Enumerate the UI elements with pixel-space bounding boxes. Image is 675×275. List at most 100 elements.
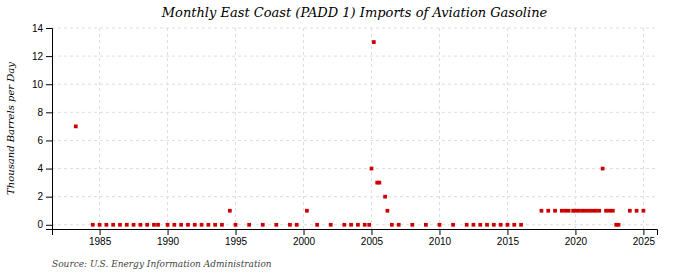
tick-label: 4 — [37, 163, 43, 174]
point — [349, 223, 353, 227]
point — [111, 223, 115, 227]
point — [608, 209, 612, 213]
grid-line — [52, 56, 657, 57]
point — [138, 223, 142, 227]
point — [220, 223, 224, 227]
point — [288, 223, 292, 227]
point — [465, 223, 469, 227]
point — [193, 223, 197, 227]
point — [587, 209, 591, 213]
point — [156, 223, 160, 227]
point — [367, 223, 371, 227]
tick-mark — [439, 229, 440, 235]
tick-label: 10 — [32, 79, 44, 90]
tick-mark — [46, 56, 52, 57]
point — [594, 209, 598, 213]
point — [512, 223, 516, 227]
tick: 0 — [37, 219, 52, 230]
x-axis: 198519901995200020052010201520202025 — [53, 229, 658, 247]
point — [228, 209, 232, 213]
grid-line — [235, 28, 236, 229]
title: Monthly East Coast (PADD 1) Imports of A… — [161, 5, 548, 20]
tick: 2020 — [565, 229, 588, 247]
point — [611, 209, 615, 213]
tick: 6 — [37, 135, 52, 146]
tick-label: 2010 — [429, 236, 452, 247]
point — [342, 223, 346, 227]
point — [213, 223, 217, 227]
tick-mark — [168, 229, 169, 235]
point — [261, 223, 265, 227]
tick-label: 1985 — [89, 236, 112, 247]
point — [597, 209, 601, 213]
grid-line — [99, 28, 100, 229]
tick-mark — [46, 112, 52, 113]
point — [295, 223, 299, 227]
tick-mark — [371, 229, 372, 235]
tick-label: 8 — [37, 107, 43, 118]
point — [118, 223, 122, 227]
point — [635, 209, 639, 213]
tick-label: 1990 — [157, 236, 180, 247]
point — [166, 223, 170, 227]
tick-mark — [46, 225, 52, 226]
grid — [52, 28, 657, 229]
grid-line — [52, 196, 657, 197]
tick: 2005 — [361, 229, 384, 247]
point — [485, 223, 489, 227]
point — [179, 223, 183, 227]
grid-line — [643, 28, 644, 229]
point — [105, 223, 109, 227]
point — [91, 223, 95, 227]
tick: 4 — [37, 163, 52, 174]
grid-line — [507, 28, 508, 229]
plot: 1985199019952000200520102015202020250246… — [32, 23, 658, 247]
point — [172, 223, 176, 227]
point — [329, 223, 333, 227]
tick-mark — [46, 169, 52, 170]
point — [604, 209, 608, 213]
tick-mark — [304, 229, 305, 235]
tick-label: 2025 — [633, 236, 656, 247]
tick-label: 12 — [32, 51, 44, 62]
tick-mark — [236, 229, 237, 235]
tick: 1990 — [157, 229, 180, 247]
tick: 2 — [37, 191, 52, 202]
point — [574, 209, 578, 213]
point — [499, 223, 503, 227]
tick-mark — [46, 84, 52, 85]
tick-mark — [46, 140, 52, 141]
tick-label: 2015 — [497, 236, 520, 247]
grid-line — [303, 28, 304, 229]
point — [390, 223, 394, 227]
point — [356, 223, 360, 227]
point — [363, 223, 367, 227]
point — [74, 125, 78, 129]
point — [478, 223, 482, 227]
point — [386, 209, 390, 213]
tick-label: 14 — [32, 23, 44, 34]
point — [206, 223, 210, 227]
point — [546, 209, 550, 213]
grid-line — [52, 28, 657, 29]
point — [567, 209, 571, 213]
tick-label: 1995 — [225, 236, 248, 247]
point — [451, 223, 455, 227]
grid-line — [439, 28, 440, 229]
point — [186, 223, 190, 227]
point — [519, 223, 523, 227]
point — [506, 223, 510, 227]
grid-line — [52, 84, 657, 85]
point — [370, 167, 374, 171]
point — [591, 209, 595, 213]
tick-mark — [575, 229, 576, 235]
point — [397, 223, 401, 227]
point — [378, 181, 382, 185]
point — [132, 223, 136, 227]
tick-label: 6 — [37, 135, 43, 146]
y-axis-title: Thousand Barrels per Day — [5, 62, 16, 195]
point — [372, 40, 376, 44]
point — [601, 167, 605, 171]
point — [642, 209, 646, 213]
point — [492, 223, 496, 227]
